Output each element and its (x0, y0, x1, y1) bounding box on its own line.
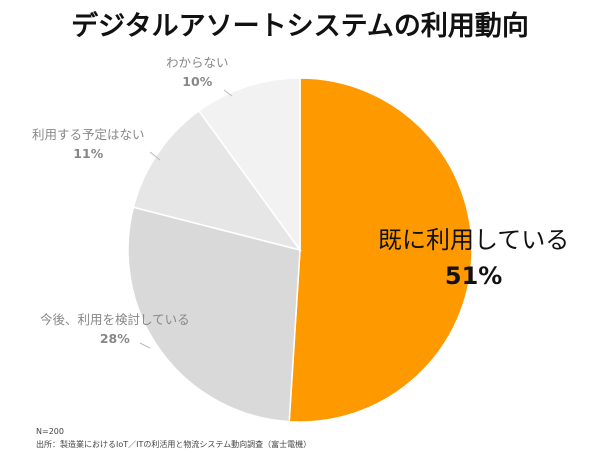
pie-slice-already-using (288, 77, 473, 423)
slice-name: 今後、利用を検討している (40, 312, 190, 327)
slice-name: わからない (166, 55, 229, 70)
slice-label-already-using: 既に利用している 51% (378, 222, 569, 294)
leader-line-no-plan (149, 151, 161, 161)
pie-slice-no-plan (132, 109, 302, 252)
source-note: 出所：製造業におけるIoT／ITの利活用と物流システム動向調査（富士電機） (36, 440, 312, 449)
slice-label-dont-know: わからない 10% (166, 53, 229, 92)
chart-title: デジタルアソートシステムの利用動向 (71, 11, 529, 42)
slice-percent: 28% (99, 331, 130, 347)
slice-percent: 11% (73, 146, 104, 162)
slice-percent: 10% (182, 74, 213, 90)
sample-size-note: N=200 (36, 427, 64, 436)
pie-slice-considering (127, 206, 301, 423)
slice-percent: 51% (444, 262, 503, 290)
leader-line-dont-know (223, 89, 233, 97)
slice-label-no-plan: 利用する予定はない 11% (32, 125, 145, 164)
slice-name: 利用する予定はない (32, 127, 145, 142)
slice-label-considering: 今後、利用を検討している 28% (40, 310, 190, 349)
slice-name: 既に利用している (378, 226, 570, 254)
leader-line-considering (139, 342, 151, 349)
pie-slice-dont-know (197, 77, 301, 253)
